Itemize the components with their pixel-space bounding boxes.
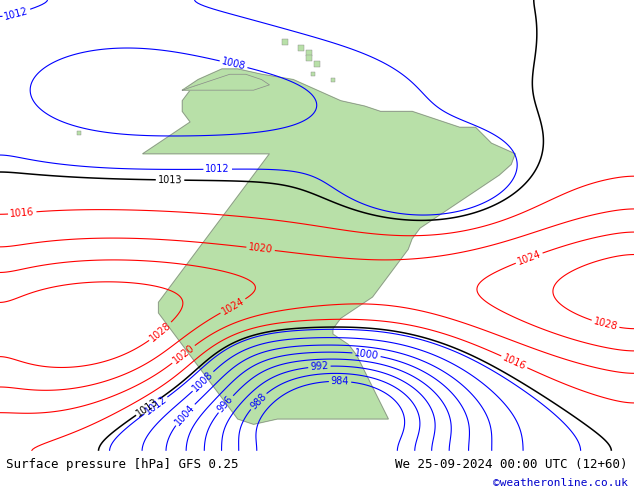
Text: 1013: 1013 <box>158 175 183 185</box>
Text: 1024: 1024 <box>516 249 543 267</box>
Text: 1020: 1020 <box>248 243 273 255</box>
Text: We 25-09-2024 00:00 UTC (12+60): We 25-09-2024 00:00 UTC (12+60) <box>395 458 628 471</box>
Text: 1024: 1024 <box>220 295 246 317</box>
Text: 1020: 1020 <box>171 343 197 366</box>
Polygon shape <box>143 69 515 424</box>
Text: ©weatheronline.co.uk: ©weatheronline.co.uk <box>493 478 628 488</box>
Text: 988: 988 <box>249 391 268 411</box>
Text: 1012: 1012 <box>205 164 230 174</box>
Text: 992: 992 <box>310 361 329 372</box>
Text: 1028: 1028 <box>592 317 619 332</box>
Text: 984: 984 <box>331 376 349 387</box>
Text: 1004: 1004 <box>173 402 197 427</box>
Text: 1012: 1012 <box>3 5 30 22</box>
Text: 1028: 1028 <box>148 320 173 343</box>
Text: Surface pressure [hPa] GFS 0.25: Surface pressure [hPa] GFS 0.25 <box>6 458 239 471</box>
Text: 996: 996 <box>216 394 235 414</box>
Text: 1000: 1000 <box>354 348 379 361</box>
Text: 1008: 1008 <box>221 56 247 72</box>
Text: 1012: 1012 <box>143 394 169 417</box>
Text: 1013: 1013 <box>135 396 160 418</box>
Text: 1016: 1016 <box>501 352 527 371</box>
Text: 1008: 1008 <box>191 369 216 393</box>
Text: 1016: 1016 <box>10 207 35 219</box>
Polygon shape <box>183 74 269 90</box>
